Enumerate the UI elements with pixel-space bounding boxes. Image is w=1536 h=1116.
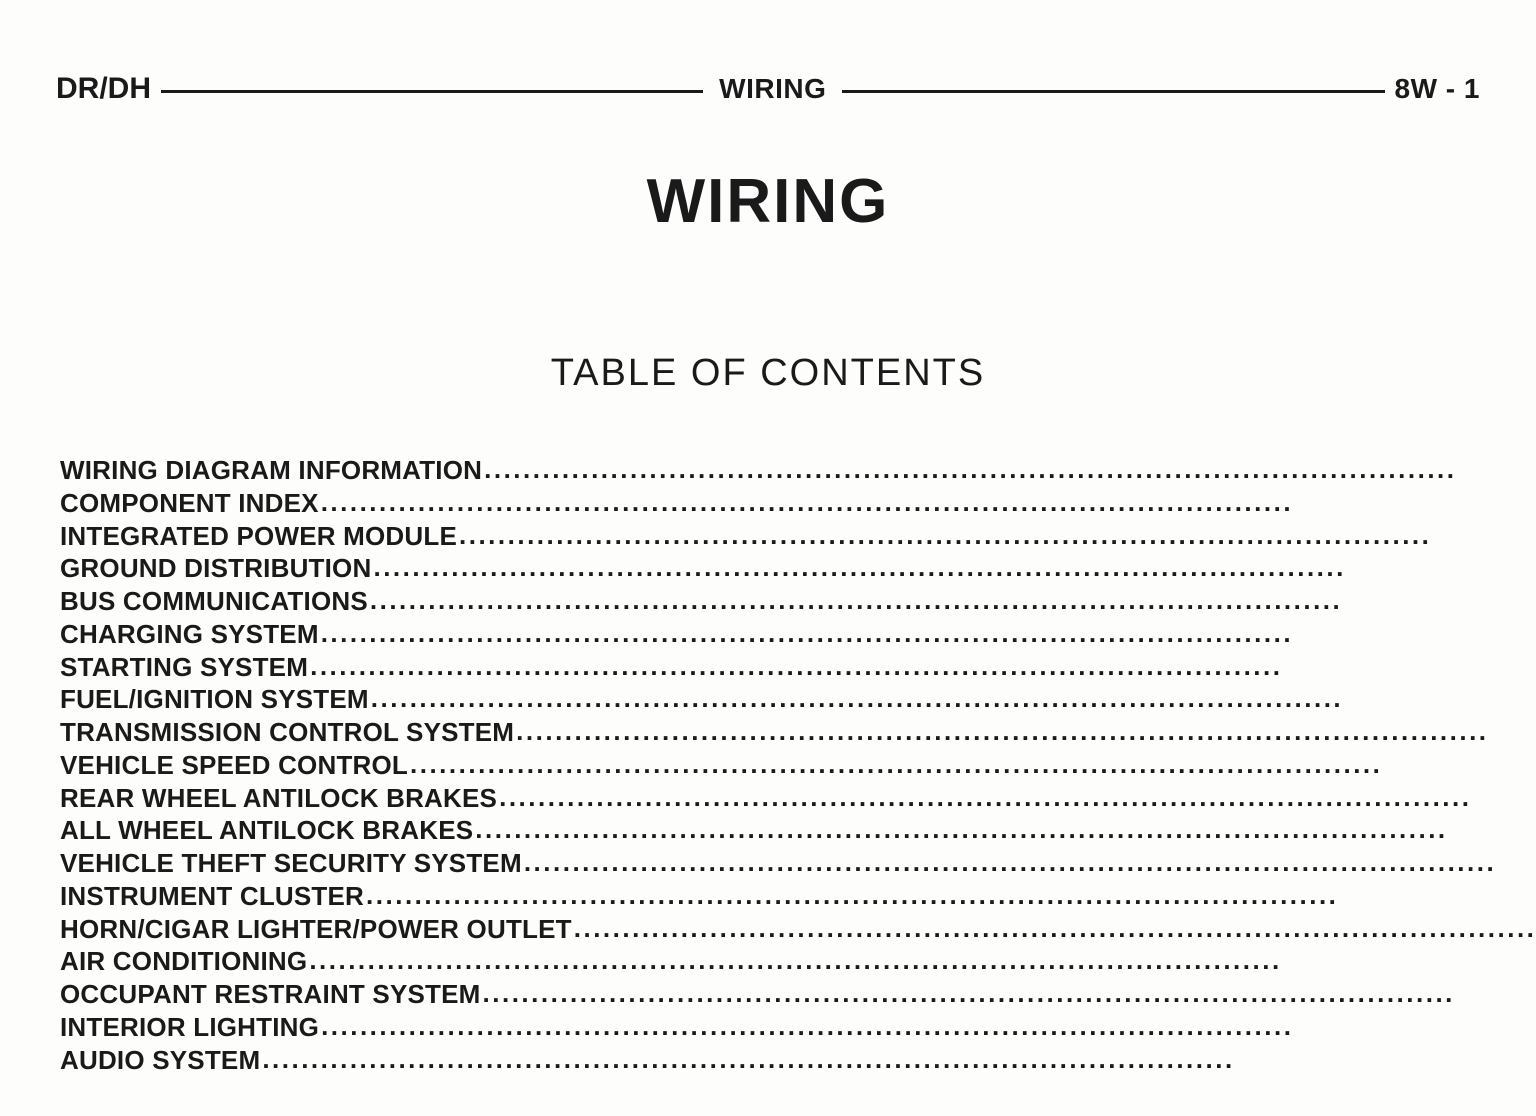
toc-leader-dots <box>457 519 1536 552</box>
toc-row: BUS COMMUNICATIONS8W-18-1 <box>60 585 1536 618</box>
toc-row: TRANSMISSION CONTROL SYSTEM8W-31-1 <box>60 716 1536 749</box>
toc-row: CHARGING SYSTEM8W-20-1 <box>60 618 1536 651</box>
toc-row: HORN/CIGAR LIGHTER/POWER OUTLET8W-41-1 <box>60 913 1536 946</box>
toc-entry-title: ALL WHEEL ANTILOCK BRAKES <box>60 814 473 847</box>
toc-leader-dots <box>514 715 1536 748</box>
toc-entry-title: INTERIOR LIGHTING <box>60 1011 319 1044</box>
toc-row: GROUND DISTRIBUTION8W-15-1 <box>60 552 1536 585</box>
header-mid: WIRING <box>713 73 832 105</box>
toc-entry-title: OCCUPANT RESTRAINT SYSTEM <box>60 978 481 1011</box>
toc-entry-title: INTEGRATED POWER MODULE <box>60 520 457 553</box>
toc-leader-dots <box>319 1010 1536 1043</box>
toc-col-left: page WIRING DIAGRAM INFORMATION8W-01-1CO… <box>60 415 1536 1076</box>
toc-row: WIRING DIAGRAM INFORMATION8W-01-1 <box>60 454 1536 487</box>
toc-row: REAR WHEEL ANTILOCK BRAKES8W-34-1 <box>60 782 1536 815</box>
toc-entry-title: CHARGING SYSTEM <box>60 618 319 651</box>
toc-leader-dots <box>522 846 1536 879</box>
toc-entry-title: VEHICLE SPEED CONTROL <box>60 749 408 782</box>
toc-entry-title: FUEL/IGNITION SYSTEM <box>60 683 369 716</box>
toc-leader-dots <box>319 617 1536 650</box>
toc-entry-title: TRANSMISSION CONTROL SYSTEM <box>60 716 514 749</box>
toc-leader-dots <box>368 584 1536 617</box>
header-right: 8W - 1 <box>1395 73 1480 105</box>
toc-entry-title: BUS COMMUNICATIONS <box>60 585 368 618</box>
toc-row: COMPONENT INDEX8W-02-1 <box>60 487 1536 520</box>
toc-leader-dots <box>371 551 1536 584</box>
toc-row: INTEGRATED POWER MODULE8W-13-1 <box>60 520 1536 553</box>
toc-entry-title: VEHICLE THEFT SECURITY SYSTEM <box>60 847 522 880</box>
toc-columns: page WIRING DIAGRAM INFORMATION8W-01-1CO… <box>56 415 1480 1076</box>
toc-entry-title: HORN/CIGAR LIGHTER/POWER OUTLET <box>60 913 572 946</box>
toc-leader-dots <box>497 781 1536 814</box>
toc-leader-dots <box>319 486 1536 519</box>
toc-row: AIR CONDITIONING8W-42-1 <box>60 945 1536 978</box>
page-title: WIRING <box>56 166 1480 237</box>
toc-leader-dots <box>364 879 1536 912</box>
toc-entry-title: COMPONENT INDEX <box>60 487 319 520</box>
toc-row: INTERIOR LIGHTING8W-44-1 <box>60 1011 1536 1044</box>
toc-leader-dots <box>482 453 1536 486</box>
toc-leader-dots <box>473 813 1536 846</box>
toc-row: VEHICLE SPEED CONTROL8W-33-1 <box>60 749 1536 782</box>
toc-row: AUDIO SYSTEM8W-47-1 <box>60 1044 1536 1077</box>
toc-leader-dots <box>369 682 1536 715</box>
page-container: DR/DH WIRING 8W - 1 WIRING TABLE OF CONT… <box>0 0 1536 1116</box>
toc-entry-title: WIRING DIAGRAM INFORMATION <box>60 454 482 487</box>
toc-entry-title: GROUND DISTRIBUTION <box>60 552 371 585</box>
toc-row: ALL WHEEL ANTILOCK BRAKES8W-35-1 <box>60 814 1536 847</box>
toc-leader-dots <box>307 944 1536 977</box>
toc-row: INSTRUMENT CLUSTER8W-40-1 <box>60 880 1536 913</box>
toc-leader-dots <box>481 977 1536 1010</box>
page-header: DR/DH WIRING 8W - 1 <box>56 72 1480 106</box>
toc-entry-title: AIR CONDITIONING <box>60 945 307 978</box>
toc-leader-dots <box>572 912 1536 945</box>
page-label-left: page <box>60 415 1536 442</box>
header-rule-left <box>161 90 703 93</box>
toc-entry-title: STARTING SYSTEM <box>60 651 308 684</box>
toc-row: STARTING SYSTEM8W-21-1 <box>60 651 1536 684</box>
toc-entry-title: REAR WHEEL ANTILOCK BRAKES <box>60 782 497 815</box>
toc-row: OCCUPANT RESTRAINT SYSTEM8W-43-1 <box>60 978 1536 1011</box>
toc-list-left: WIRING DIAGRAM INFORMATION8W-01-1COMPONE… <box>60 454 1536 1076</box>
toc-row: VEHICLE THEFT SECURITY SYSTEM8W-39-1 <box>60 847 1536 880</box>
toc-leader-dots <box>260 1043 1536 1076</box>
toc-entry-title: INSTRUMENT CLUSTER <box>60 880 364 913</box>
toc-heading: TABLE OF CONTENTS <box>56 352 1480 395</box>
toc-leader-dots <box>308 650 1536 683</box>
header-left: DR/DH <box>56 72 151 106</box>
toc-entry-title: AUDIO SYSTEM <box>60 1044 260 1077</box>
toc-row: FUEL/IGNITION SYSTEM8W-30-1 <box>60 683 1536 716</box>
header-rule-right <box>842 90 1384 93</box>
toc-leader-dots <box>408 748 1536 781</box>
